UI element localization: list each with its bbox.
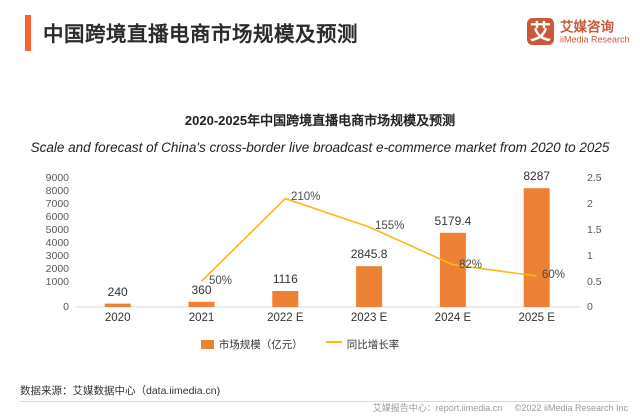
svg-text:1116: 1116 — [273, 272, 298, 286]
svg-text:7000: 7000 — [46, 198, 70, 210]
svg-text:50%: 50% — [209, 275, 232, 287]
svg-text:5179.4: 5179.4 — [435, 214, 472, 228]
svg-text:2000: 2000 — [46, 263, 70, 275]
svg-text:8000: 8000 — [46, 185, 70, 197]
svg-text:2: 2 — [587, 198, 593, 210]
svg-text:2025 E: 2025 E — [518, 312, 555, 324]
svg-text:2021: 2021 — [189, 312, 215, 324]
svg-text:2020: 2020 — [105, 312, 131, 324]
svg-text:60%: 60% — [542, 269, 565, 281]
svg-text:8287: 8287 — [523, 169, 550, 183]
svg-text:2845.8: 2845.8 — [351, 247, 388, 261]
svg-text:2022 E: 2022 E — [267, 312, 304, 324]
svg-text:1000: 1000 — [46, 276, 70, 288]
svg-text:6000: 6000 — [46, 211, 70, 223]
svg-text:0.5: 0.5 — [587, 276, 602, 288]
svg-text:3000: 3000 — [46, 250, 70, 262]
svg-text:4000: 4000 — [46, 237, 70, 249]
svg-text:155%: 155% — [375, 220, 404, 232]
svg-text:0: 0 — [63, 301, 69, 313]
svg-text:2024 E: 2024 E — [435, 312, 472, 324]
svg-text:82%: 82% — [459, 259, 482, 271]
svg-text:5000: 5000 — [46, 224, 70, 236]
svg-text:2.5: 2.5 — [587, 172, 602, 184]
svg-text:1.5: 1.5 — [587, 224, 602, 236]
svg-text:1: 1 — [587, 250, 593, 262]
svg-text:9000: 9000 — [46, 172, 70, 184]
svg-text:2023 E: 2023 E — [351, 312, 388, 324]
svg-text:0: 0 — [587, 301, 593, 313]
svg-text:240: 240 — [108, 285, 128, 299]
svg-text:210%: 210% — [291, 191, 320, 203]
